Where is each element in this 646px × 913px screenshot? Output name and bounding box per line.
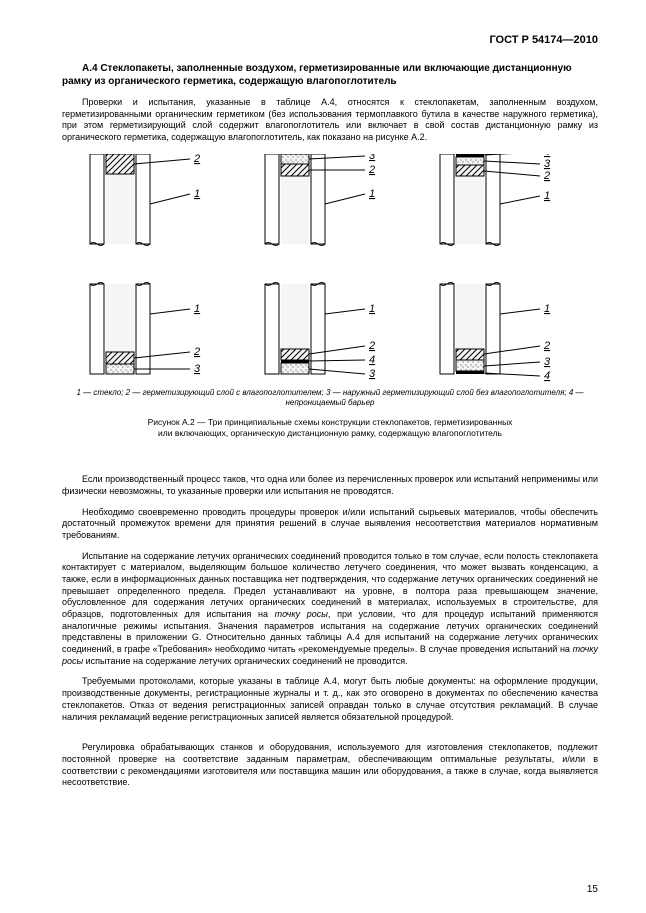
svg-text:3: 3: [544, 356, 551, 368]
svg-text:3: 3: [544, 158, 551, 170]
svg-text:4: 4: [544, 370, 550, 382]
svg-text:1: 1: [544, 303, 550, 315]
svg-text:3: 3: [194, 363, 201, 375]
svg-text:2: 2: [193, 346, 200, 358]
section-title: А.4 Стеклопакеты, заполненные воздухом, …: [62, 62, 598, 88]
page-number: 15: [587, 884, 598, 895]
paragraph-3: Необходимо своевременно проводить процед…: [62, 507, 598, 542]
svg-text:2: 2: [368, 340, 375, 352]
svg-text:1: 1: [544, 190, 550, 202]
document-header: ГОСТ Р 54174—2010: [62, 34, 598, 46]
svg-text:3: 3: [369, 368, 376, 380]
paragraph-4: Испытание на содержание летучих органиче…: [62, 551, 598, 668]
svg-text:1: 1: [369, 188, 375, 200]
figure-legend: 1 — стекло; 2 — герметизирующий слой с в…: [62, 388, 598, 409]
figure-block: 2 1 3 2 1: [62, 154, 598, 384]
paragraph-1: Проверки и испытания, указанные в таблиц…: [62, 97, 598, 144]
svg-text:1: 1: [369, 303, 375, 315]
paragraph-5: Требуемыми протоколами, которые указаны …: [62, 676, 598, 723]
svg-text:2: 2: [543, 340, 550, 352]
svg-text:4: 4: [369, 354, 375, 366]
svg-text:2: 2: [193, 154, 200, 165]
svg-text:1: 1: [194, 188, 200, 200]
figure-svg: 2 1 3 2 1: [70, 154, 590, 384]
svg-text:3: 3: [369, 154, 376, 162]
paragraph-2: Если производственный процесс таков, что…: [62, 474, 598, 497]
paragraph-6: Регулировка обрабатывающих станков и обо…: [62, 742, 598, 789]
figure-caption: Рисунок А.2 — Три принципиальные схемы к…: [62, 417, 598, 439]
svg-text:2: 2: [543, 170, 550, 182]
svg-text:2: 2: [368, 164, 375, 176]
svg-text:1: 1: [194, 303, 200, 315]
